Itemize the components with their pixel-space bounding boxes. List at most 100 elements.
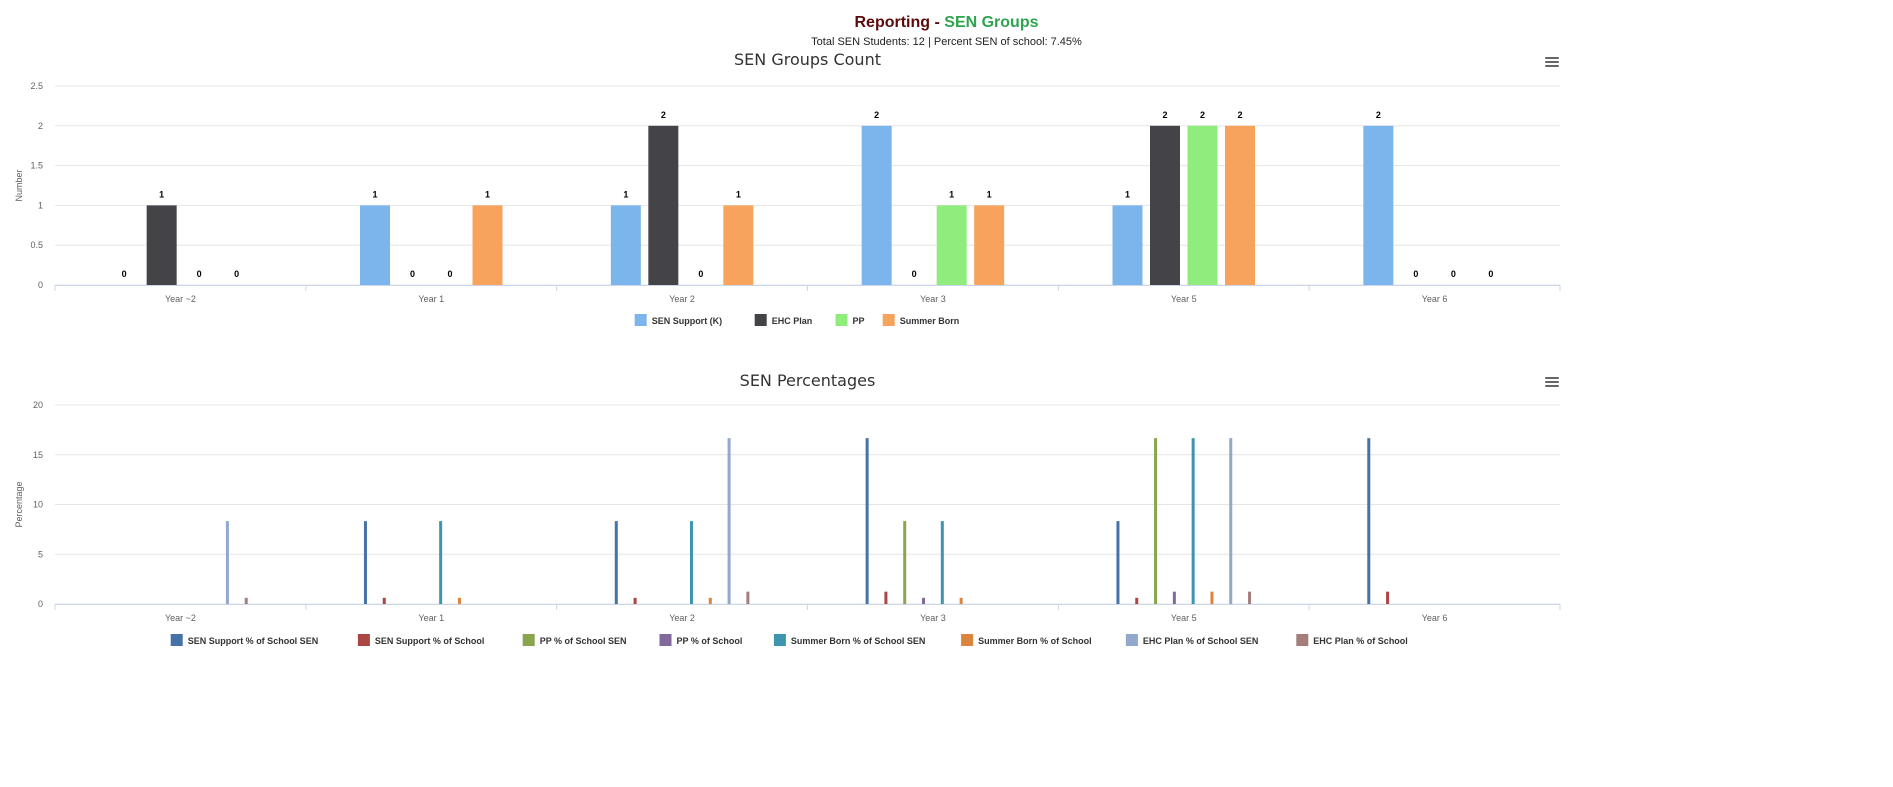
legend-item-label[interactable]: PP % of School <box>677 636 743 646</box>
legend-item-swatch[interactable] <box>773 634 786 646</box>
data-label: 2 <box>1162 110 1167 120</box>
bar <box>884 591 888 604</box>
data-label: 1 <box>949 189 954 199</box>
y-tick-label: 0 <box>38 280 43 290</box>
legend-item-swatch[interactable] <box>659 634 672 646</box>
legend-item-swatch[interactable] <box>522 634 535 646</box>
sen-percentages-chart: SEN Percentages 0 5 10 15 20 Percentage Year ~2… <box>14 371 1561 646</box>
y-tick-label: 20 <box>33 400 43 410</box>
x-tick-label: Year 3 <box>920 613 946 623</box>
x-tick-label: Year 6 <box>1422 294 1448 304</box>
chart-title: SEN Groups Count <box>734 50 881 69</box>
bar <box>1135 597 1139 604</box>
data-label: 0 <box>447 269 452 279</box>
legend-item-label[interactable]: SEN Support % of School <box>375 636 485 646</box>
menu-line <box>1545 65 1559 67</box>
title-highlight: SEN Groups <box>944 14 1039 31</box>
bar <box>382 597 386 604</box>
chart-menu-button[interactable] <box>1545 57 1559 69</box>
y-axis-label: Number <box>14 169 24 201</box>
x-tick-label: Year ~2 <box>165 294 196 304</box>
legend-item-swatch[interactable] <box>170 634 183 646</box>
bar <box>614 521 618 604</box>
bar <box>244 597 248 604</box>
bar <box>1150 125 1180 285</box>
legend-item-swatch[interactable] <box>357 634 370 646</box>
y-axis-label: Percentage <box>14 481 24 527</box>
bar <box>1187 125 1218 285</box>
data-label: 2 <box>1200 110 1205 120</box>
bar <box>1386 591 1390 604</box>
hamburger-menu-icon <box>1545 57 1559 59</box>
page-subtitle: Total SEN Students: 12 | Percent SEN of … <box>811 36 1082 48</box>
legend-item-swatch[interactable] <box>835 314 848 326</box>
hamburger-menu-icon <box>1545 377 1559 379</box>
bar <box>903 521 907 604</box>
legend-item-swatch[interactable] <box>882 314 895 326</box>
legend-item-label[interactable]: EHC Plan % of School SEN <box>1143 636 1259 646</box>
bar <box>922 597 926 604</box>
bar <box>1210 591 1214 604</box>
menu-line <box>1545 381 1559 383</box>
legend-item-swatch[interactable] <box>634 314 647 326</box>
bar <box>146 205 177 285</box>
y-tick-label: 2.5 <box>30 81 43 91</box>
y-tick-label: 1.5 <box>30 161 43 171</box>
bar <box>472 205 503 285</box>
bar <box>633 597 637 604</box>
data-label: 2 <box>1376 110 1381 120</box>
bar <box>1225 125 1255 285</box>
data-label: 0 <box>912 269 917 279</box>
data-label: 1 <box>1125 189 1130 199</box>
data-label: 2 <box>874 110 879 120</box>
legend-item-swatch[interactable] <box>1296 634 1309 646</box>
legend-item-label[interactable]: Summer Born <box>900 316 960 326</box>
bar <box>1116 521 1120 604</box>
y-tick-label: 10 <box>33 500 43 510</box>
bar <box>708 597 712 604</box>
data-label: 0 <box>1488 269 1493 279</box>
bar <box>363 521 367 604</box>
bar <box>360 205 390 285</box>
legend-item-swatch[interactable] <box>1125 634 1138 646</box>
legend-item-label[interactable]: EHC Plan % of School <box>1313 636 1408 646</box>
y-tick-label: 0.5 <box>30 240 43 250</box>
bar <box>1363 125 1394 285</box>
legend-item-label[interactable]: PP <box>853 316 865 326</box>
data-label: 2 <box>1237 110 1242 120</box>
bar <box>936 205 967 285</box>
bar <box>1248 591 1252 604</box>
x-tick-label: Year 6 <box>1422 613 1448 623</box>
bar <box>689 521 693 604</box>
bar <box>1172 591 1176 604</box>
y-tick-label: 2 <box>38 121 43 131</box>
legend-item-label[interactable]: Summer Born % of School SEN <box>791 636 926 646</box>
chart-menu-button[interactable] <box>1545 377 1559 389</box>
legend-item-label[interactable]: Summer Born % of School <box>978 636 1092 646</box>
x-tick-label: Year 1 <box>418 613 444 623</box>
x-tick-label: Year 2 <box>669 613 695 623</box>
chart-title: SEN Percentages <box>740 371 876 390</box>
data-label: 1 <box>736 189 741 199</box>
y-tick-label: 15 <box>33 450 43 460</box>
data-label: 1 <box>485 189 490 199</box>
bar <box>610 205 641 285</box>
legend-item-swatch[interactable] <box>961 634 974 646</box>
x-tick-label: Year 5 <box>1171 613 1197 623</box>
bar <box>940 521 944 604</box>
x-tick-label: Year 3 <box>920 294 946 304</box>
title-prefix: Reporting - <box>854 14 945 31</box>
legend-item-label[interactable]: PP % of School SEN <box>540 636 627 646</box>
data-label: 0 <box>698 269 703 279</box>
data-label: 0 <box>410 269 415 279</box>
legend-item-label[interactable]: SEN Support % of School SEN <box>188 636 319 646</box>
data-label: 0 <box>1413 269 1418 279</box>
bar <box>1229 438 1233 604</box>
bar <box>225 521 229 604</box>
legend-item-label[interactable]: SEN Support (K) <box>652 316 723 326</box>
data-label: 1 <box>623 189 628 199</box>
legend-item-swatch[interactable] <box>754 314 767 326</box>
legend-item-label[interactable]: EHC Plan <box>772 316 813 326</box>
x-tick-label: Year ~2 <box>165 613 196 623</box>
menu-line <box>1545 385 1559 387</box>
